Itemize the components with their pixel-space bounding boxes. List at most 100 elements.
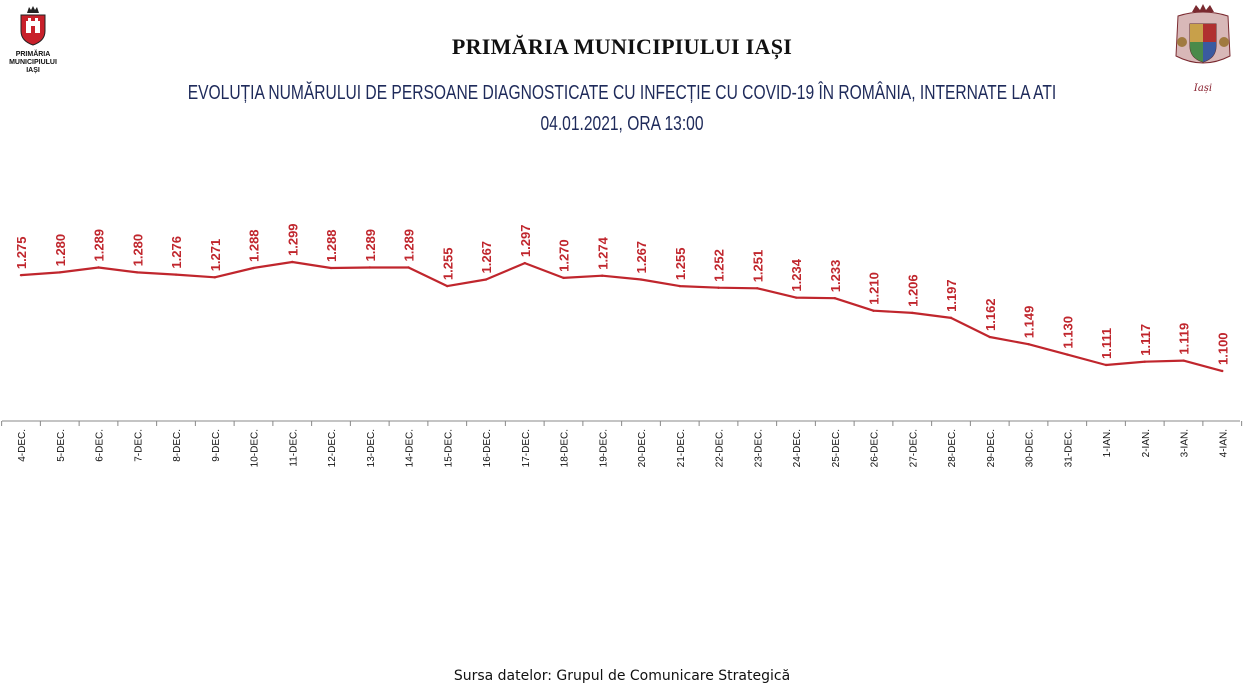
data-point — [794, 296, 798, 299]
x-tick-label: 31-DEC. — [1063, 429, 1074, 467]
data-point — [1221, 369, 1224, 373]
data-label: 1.297 — [518, 225, 533, 258]
data-point — [368, 266, 371, 269]
data-point — [136, 271, 139, 274]
x-tick-label: 16-DEC. — [482, 429, 493, 467]
data-label: 1.271 — [208, 239, 223, 272]
data-label: 1.289 — [402, 229, 417, 262]
data-label: 1.130 — [1060, 316, 1075, 349]
data-label: 1.274 — [595, 236, 610, 269]
series-line — [20, 260, 1223, 373]
city-logo: PRIMĂRIA MUNICIPIULUI IAȘI — [4, 4, 62, 75]
data-label: 1.288 — [247, 229, 262, 262]
x-tick-label: 9-DEC. — [211, 429, 222, 462]
logo-label-line-2: MUNICIPIULUI — [9, 59, 57, 66]
x-tick-label: 12-DEC. — [327, 429, 338, 467]
data-point — [407, 266, 410, 269]
data-point — [756, 287, 759, 290]
coat-of-arms-icon — [20, 6, 46, 46]
data-label: 1.267 — [634, 241, 649, 274]
data-point — [1143, 360, 1146, 363]
data-point — [329, 266, 333, 270]
x-tick-label: 30-DEC. — [1025, 429, 1036, 467]
data-label: 1.251 — [750, 250, 765, 283]
x-tick-label: 21-DEC. — [676, 429, 687, 467]
data-point — [833, 296, 836, 300]
x-tick-label: 27-DEC. — [908, 429, 919, 467]
data-label: 1.255 — [673, 248, 688, 281]
data-point — [19, 273, 23, 277]
data-source-note: Sursa datelor: Grupul de Comunicare Stra… — [453, 668, 791, 684]
x-tick-label: 7-DEC. — [133, 429, 144, 462]
x-tick-label: 10-DEC. — [250, 429, 261, 467]
emblem-motto: Iași — [1193, 83, 1213, 94]
x-tick-label: 6-DEC. — [95, 429, 106, 462]
data-label: 1.270 — [557, 239, 572, 272]
data-label: 1.149 — [1022, 306, 1037, 339]
data-point — [446, 284, 449, 288]
data-point — [678, 284, 681, 288]
data-point — [911, 311, 914, 315]
x-tick-label: 8-DEC. — [172, 429, 183, 462]
x-tick-label: 26-DEC. — [870, 429, 881, 467]
data-label: 1.234 — [789, 258, 804, 291]
x-tick-label: 28-DEC. — [947, 429, 958, 467]
emblem-icon — [1175, 4, 1231, 64]
x-tick-label: 15-DEC. — [443, 429, 454, 467]
x-tick-label: 18-DEC. — [560, 429, 571, 467]
data-point — [484, 278, 488, 281]
data-label: 1.100 — [1215, 332, 1230, 365]
x-tick-label: 14-DEC. — [405, 429, 416, 467]
organization-name: PRIMĂRIA MUNICIPIULUI IAȘI — [451, 34, 793, 59]
data-point — [639, 278, 643, 281]
data-label: 1.117 — [1138, 324, 1153, 356]
logo-label-line-3: IAȘI — [26, 67, 40, 74]
data-label: 1.289 — [363, 229, 378, 262]
x-tick-label: 4-DEC. — [17, 429, 28, 462]
data-label: 1.267 — [479, 241, 494, 274]
x-tick-label: 4-IAN. — [1218, 429, 1229, 457]
chart-subtitle: 04.01.2021, ORA 13:00 — [540, 113, 704, 135]
x-tick-label: 22-DEC. — [715, 429, 726, 467]
data-label: 1.276 — [169, 236, 184, 269]
data-point — [58, 271, 61, 274]
x-tick-label: 23-DEC. — [753, 429, 764, 467]
logo-label-line-1: PRIMĂRIA — [15, 51, 51, 58]
data-label: 1.233 — [828, 260, 843, 293]
x-tick-label: 20-DEC. — [637, 429, 648, 467]
x-tick-label: 11-DEC. — [288, 429, 299, 467]
data-label: 1.280 — [130, 234, 145, 267]
iasi-emblem-logo: Iași — [1170, 2, 1236, 98]
data-label: 1.111 — [1099, 328, 1114, 359]
data-point — [1066, 353, 1069, 356]
data-point — [988, 335, 991, 339]
data-point — [949, 316, 953, 320]
x-tick-label: 29-DEC. — [986, 429, 997, 467]
x-tick-label: 24-DEC. — [792, 429, 803, 467]
data-label: 1.119 — [1177, 323, 1192, 355]
x-tick-label: 17-DEC. — [521, 429, 532, 467]
data-point — [601, 274, 604, 277]
data-label: 1.255 — [440, 248, 455, 281]
data-label: 1.197 — [944, 279, 959, 312]
x-tick-label: 13-DEC. — [366, 429, 377, 467]
data-label: 1.289 — [92, 229, 107, 262]
x-tick-label: 5-DEC. — [56, 429, 67, 462]
data-point — [872, 309, 875, 312]
data-label: 1.299 — [285, 223, 300, 256]
chart-title: EVOLUȚIA NUMĂRULUI DE PERSOANE DIAGNOSTI… — [187, 82, 1057, 104]
data-point — [1104, 363, 1108, 367]
data-label: 1.252 — [712, 249, 727, 282]
data-label: 1.162 — [983, 298, 998, 331]
data-point — [174, 273, 178, 276]
x-tick-label: 1-IAN. — [1102, 429, 1113, 457]
data-label: 1.275 — [14, 237, 29, 270]
data-point — [1027, 342, 1030, 346]
data-point — [97, 266, 100, 269]
x-tick-label: 25-DEC. — [831, 429, 842, 467]
data-label: 1.210 — [867, 272, 882, 305]
data-point — [523, 261, 526, 265]
data-point — [717, 286, 720, 289]
data-label: 1.280 — [53, 234, 68, 267]
